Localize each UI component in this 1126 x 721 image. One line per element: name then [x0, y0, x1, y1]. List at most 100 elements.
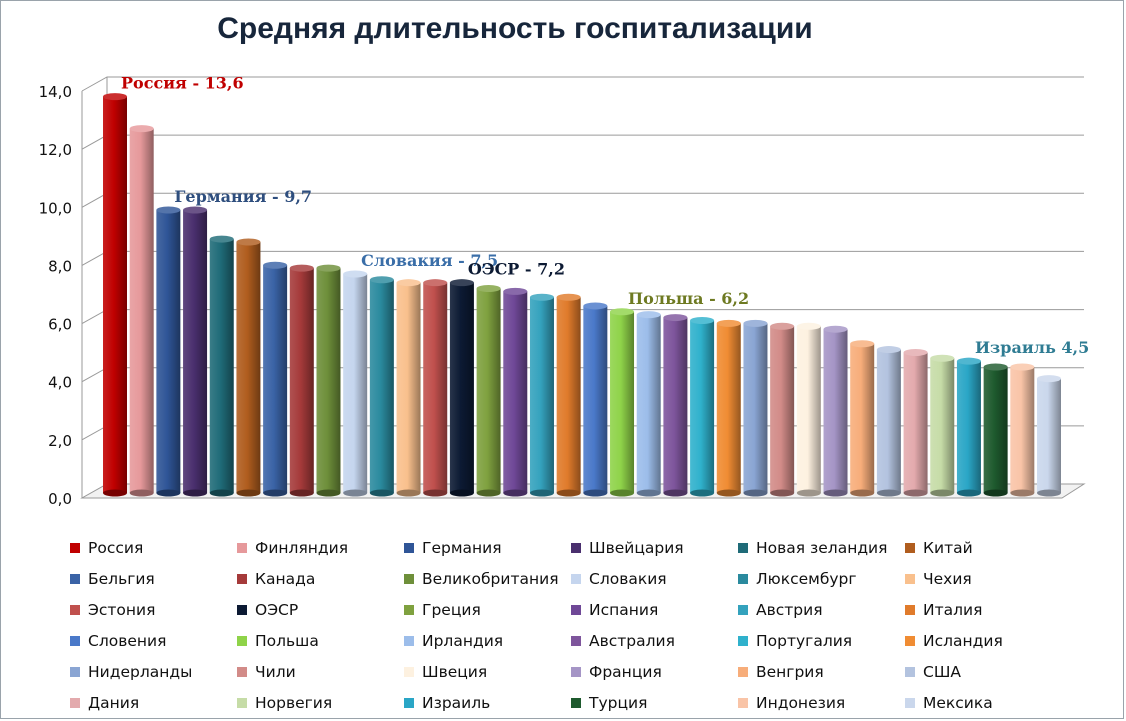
annotations: Россия - 13,6 Германия - 9,7 Словакия - 7,… — [121, 74, 1089, 358]
legend-swatch — [237, 697, 247, 708]
annotation-label: Израиль 4,5 — [975, 338, 1089, 357]
legend-swatch — [738, 542, 748, 553]
legend-label: Бельгия — [88, 569, 155, 588]
bar-Эстония — [423, 279, 448, 497]
legend-item: Венгрия — [738, 656, 905, 687]
bar-Австрия — [529, 293, 554, 497]
legend-label: Словения — [88, 631, 167, 650]
legend-label: Индонезия — [756, 693, 846, 712]
bar-Финляндия — [129, 125, 154, 497]
legend-label: Чехия — [923, 569, 972, 588]
bar-Нидерланды — [743, 319, 768, 497]
legend-label: Новая зеландия — [756, 538, 888, 557]
legend-item: ОЭСР — [237, 594, 404, 625]
legend-swatch — [905, 635, 915, 646]
legend-swatch — [905, 604, 915, 615]
legend: Россия Финляндия Германия Швейцария Новая зе… — [70, 532, 1120, 718]
legend-item: Италия — [905, 594, 1072, 625]
legend-swatch — [404, 697, 414, 708]
legend-label: Люксембург — [756, 569, 857, 588]
y-tick-label: 2,0 — [48, 432, 72, 450]
bar-Словения — [583, 302, 608, 497]
bar-Словакия — [343, 270, 368, 497]
legend-label: Турция — [589, 693, 648, 712]
legend-label: Швейцария — [589, 538, 684, 557]
bar-Италия — [556, 293, 581, 497]
legend-label: Норвегия — [255, 693, 333, 712]
bar-Португалия — [690, 316, 715, 497]
bar-Индонезия — [1010, 363, 1035, 497]
legend-swatch — [738, 604, 748, 615]
annotation-label: Германия - 9,7 — [174, 187, 312, 206]
bar-Норвегия — [930, 354, 955, 497]
legend-label: Финляндия — [255, 538, 349, 557]
legend-swatch — [237, 573, 247, 584]
legend-label: Исландия — [923, 631, 1003, 650]
legend-item: Словения — [70, 625, 237, 656]
bar-Чехия — [396, 279, 421, 497]
bar-Россия — [103, 93, 127, 497]
legend-swatch — [905, 697, 915, 708]
legend-item: Франция — [571, 656, 738, 687]
legend-swatch — [70, 542, 80, 553]
y-tick-label: 8,0 — [48, 257, 72, 275]
legend-label: Канада — [255, 569, 316, 588]
legend-item: Швеция — [404, 656, 571, 687]
legend-label: Чили — [255, 662, 296, 681]
legend-swatch — [571, 604, 581, 615]
legend-swatch — [738, 666, 748, 677]
legend-swatch — [237, 604, 247, 615]
chart-title: Средняя длительность госпитализации — [217, 12, 813, 45]
bar-Ирландия — [636, 311, 661, 497]
bar-США — [876, 346, 901, 497]
y-tick-label: 14,0 — [39, 83, 72, 101]
legend-label: Польша — [255, 631, 319, 650]
legend-label: Швеция — [422, 662, 488, 681]
legend-label: Австралия — [589, 631, 675, 650]
legend-label: Ирландия — [422, 631, 504, 650]
y-tick-label: 0,0 — [48, 490, 72, 508]
legend-label: Венгрия — [756, 662, 824, 681]
legend-swatch — [905, 573, 915, 584]
bars — [103, 93, 1061, 497]
bar-Израиль — [956, 357, 981, 497]
legend-item: Новая зеландия — [738, 532, 905, 563]
legend-label: Испания — [589, 600, 659, 619]
legend-label: Россия — [88, 538, 144, 557]
bar-Франция — [823, 325, 848, 497]
y-tick-label: 10,0 — [39, 199, 72, 217]
legend-item: Швейцария — [571, 532, 738, 563]
bar-Канада — [289, 264, 314, 497]
bar-chart: 0,0 2,0 4,0 6,0 8,0 10,0 12,0 14,0 Россия - 13,… — [39, 74, 1090, 508]
legend-label: Эстония — [88, 600, 156, 619]
legend-swatch — [571, 697, 581, 708]
legend-item: Эстония — [70, 594, 237, 625]
legend-label: Великобритания — [422, 569, 559, 588]
legend-item: Ирландия — [404, 625, 571, 656]
bar-Мексика — [1037, 375, 1061, 497]
bar-Германия — [156, 206, 181, 497]
bar-Турция — [983, 363, 1008, 497]
bar-Греция — [476, 285, 501, 497]
annotation-label: Словакия - 7,5 — [361, 251, 498, 270]
legend-item: Чехия — [905, 563, 1072, 594]
legend-label: Нидерланды — [88, 662, 193, 681]
bar-Венгрия — [850, 340, 875, 497]
legend-item: Турция — [571, 687, 738, 718]
legend-item: Исландия — [905, 625, 1072, 656]
legend-item: Словакия — [571, 563, 738, 594]
bar-Польша — [610, 308, 635, 497]
bar-Люксембург — [369, 276, 394, 497]
legend-item: США — [905, 656, 1072, 687]
legend-swatch — [404, 635, 414, 646]
legend-swatch — [70, 697, 80, 708]
y-tick-label: 12,0 — [39, 141, 72, 159]
legend-label: Италия — [923, 600, 983, 619]
legend-label: Израиль — [422, 693, 491, 712]
bar-Швейцария — [183, 206, 208, 497]
legend-label: Германия — [422, 538, 502, 557]
bar-Австралия — [663, 314, 688, 497]
legend-swatch — [70, 573, 80, 584]
bar-Испания — [503, 287, 528, 497]
legend-item: Китай — [905, 532, 1072, 563]
